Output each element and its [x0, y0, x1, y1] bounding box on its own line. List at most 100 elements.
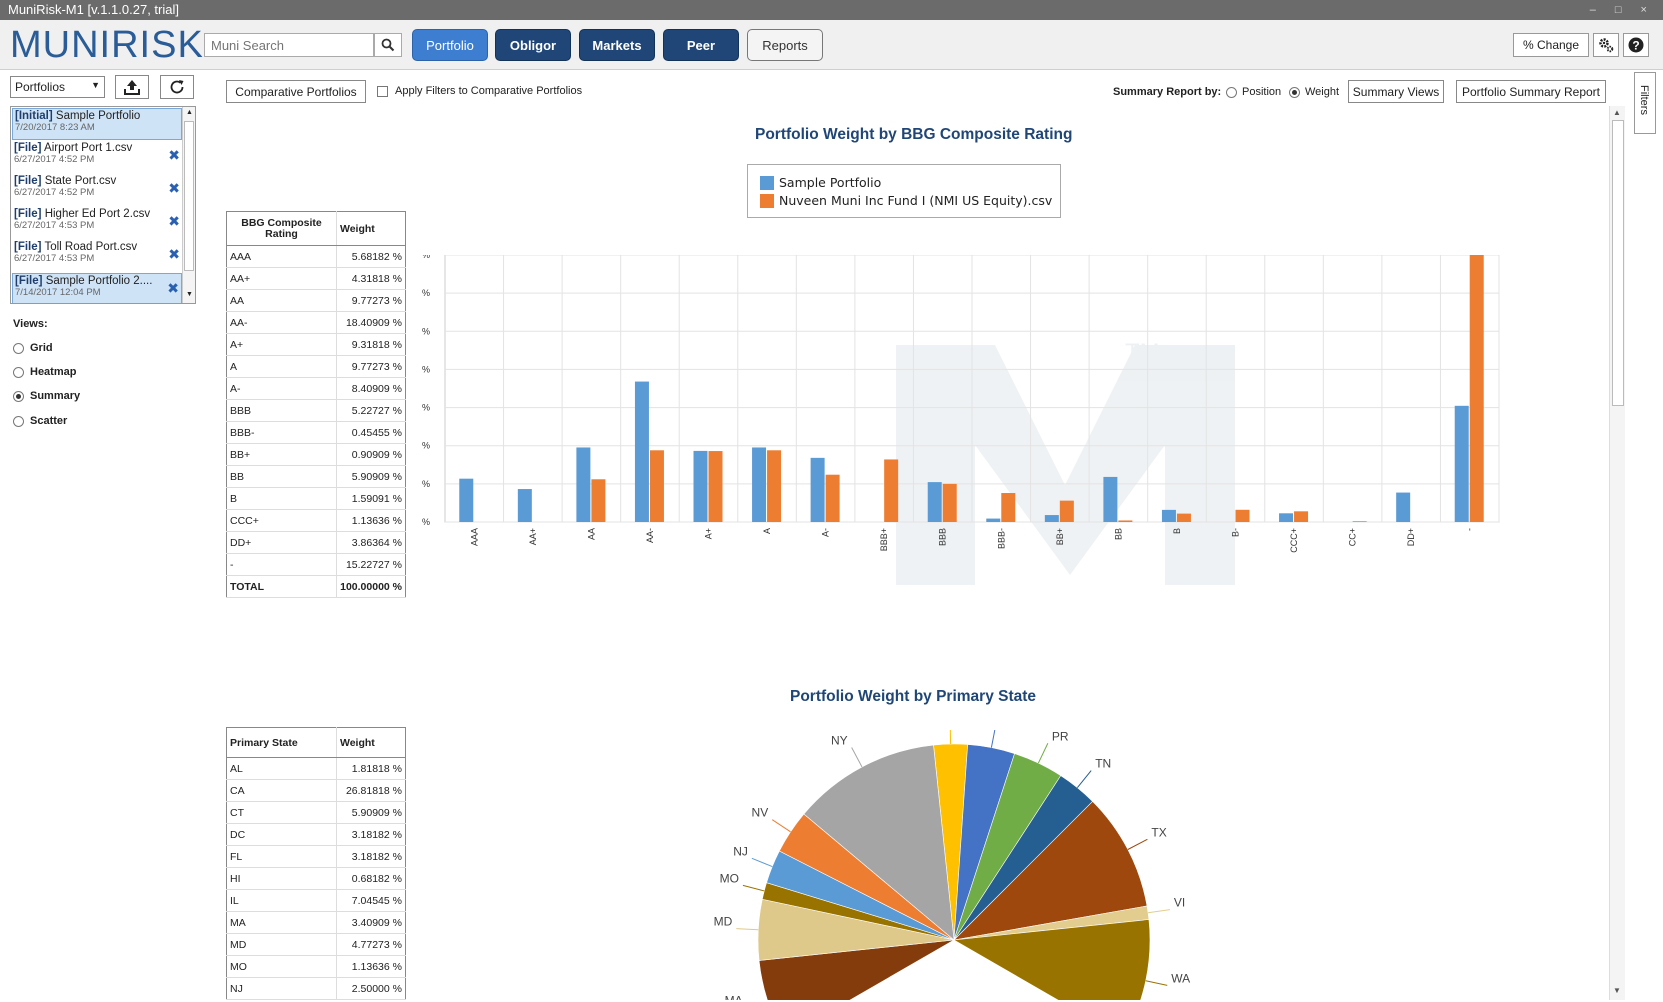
- apply-filters-checkbox[interactable]: [377, 86, 388, 97]
- table-row: HI 0.68182 %: [226, 867, 406, 890]
- muni-search-input[interactable]: [204, 33, 374, 57]
- bar-nuveen-fund[interactable]: [1059, 500, 1074, 522]
- bar-sample-portfolio[interactable]: [927, 482, 942, 522]
- remove-portfolio-icon[interactable]: ✖: [168, 246, 180, 262]
- view-heatmap-radio[interactable]: Heatmap: [13, 366, 76, 378]
- bar-nuveen-fund[interactable]: [1176, 513, 1191, 522]
- bar-sample-portfolio[interactable]: [810, 457, 825, 522]
- refresh-icon: [170, 80, 184, 94]
- bar-nuveen-fund[interactable]: [1118, 520, 1133, 522]
- bar-sample-portfolio[interactable]: [634, 381, 649, 522]
- comparative-portfolios-button[interactable]: Comparative Portfolios: [226, 80, 366, 103]
- bar-sample-portfolio[interactable]: [752, 447, 767, 522]
- bar-nuveen-fund[interactable]: [1469, 255, 1484, 522]
- views-label: Views:: [13, 318, 48, 330]
- upload-button[interactable]: [115, 75, 149, 99]
- cell-label: HI: [226, 867, 337, 890]
- scroll-thumb[interactable]: [1612, 120, 1624, 406]
- refresh-button[interactable]: [160, 75, 194, 99]
- portfolio-list: [Initial] Sample Portfolio 7/20/2017 8:2…: [10, 106, 196, 304]
- apply-filters-label: Apply Filters to Comparative Portfolios: [395, 85, 583, 97]
- portfolio-type-select[interactable]: Portfolios ▼: [10, 76, 105, 98]
- table-row: NJ 2.50000 %: [226, 977, 406, 1000]
- bar-nuveen-fund[interactable]: [1352, 521, 1367, 522]
- remove-portfolio-icon[interactable]: ✖: [168, 180, 180, 196]
- cell-label: AA: [226, 289, 337, 312]
- help-button[interactable]: ?: [1623, 33, 1649, 57]
- view-summary-radio[interactable]: Summary: [13, 390, 80, 402]
- pct-change-button[interactable]: % Change: [1513, 33, 1589, 57]
- portfolio-tag: [Initial]: [15, 110, 53, 122]
- bar-sample-portfolio[interactable]: [576, 447, 591, 522]
- cell-label: BB: [226, 465, 337, 488]
- munirisk-logo: MUNIRISKTM: [10, 24, 222, 66]
- rating-bar-chart: TM 0 %5 %10 %15 %20 %25 %30 %35 %AAAAA+A…: [420, 255, 1500, 585]
- pie-slice-ny[interactable]: [803, 744, 955, 941]
- main-scrollbar[interactable]: ▲ ▼: [1609, 106, 1625, 1000]
- portfolio-item[interactable]: [File] Airport Port 1.csv 6/27/2017 4:52…: [12, 141, 182, 173]
- view-grid-radio[interactable]: Grid: [13, 342, 53, 354]
- bar-nuveen-fund[interactable]: [591, 479, 606, 522]
- bar-nuveen-fund[interactable]: [708, 451, 723, 522]
- nav-reports-button[interactable]: Reports: [747, 29, 823, 61]
- cell-label: NJ: [226, 977, 337, 1000]
- legend-item: Sample Portfolio: [760, 175, 881, 190]
- bar-nuveen-fund[interactable]: [942, 483, 957, 522]
- bar-sample-portfolio[interactable]: [1103, 476, 1118, 522]
- summary-by-weight-radio[interactable]: Weight: [1289, 86, 1339, 98]
- scroll-thumb[interactable]: [184, 121, 194, 271]
- bar-sample-portfolio[interactable]: [1396, 492, 1411, 522]
- cell-weight: 5.22727 %: [336, 399, 406, 422]
- filters-tab[interactable]: Filters: [1634, 72, 1656, 134]
- bar-nuveen-fund[interactable]: [825, 474, 840, 522]
- cell-weight: 5.90909 %: [336, 801, 406, 824]
- portfolio-item[interactable]: [Initial] Sample Portfolio 7/20/2017 8:2…: [12, 108, 182, 140]
- bar-sample-portfolio[interactable]: [986, 518, 1001, 522]
- pie-slice-tx[interactable]: [953, 800, 1148, 941]
- summary-by-position-radio[interactable]: Position: [1226, 86, 1281, 98]
- view-scatter-radio[interactable]: Scatter: [13, 415, 67, 427]
- settings-button[interactable]: [1593, 33, 1619, 57]
- bar-nuveen-fund[interactable]: [884, 459, 899, 522]
- window-controls[interactable]: – □ ×: [1589, 4, 1655, 16]
- table-row: AA- 18.40909 %: [226, 311, 406, 334]
- nav-markets-button[interactable]: Markets: [579, 29, 655, 61]
- cell-label: A-: [226, 377, 337, 400]
- bar-nuveen-fund[interactable]: [767, 450, 782, 522]
- bar-nuveen-fund[interactable]: [1001, 493, 1016, 522]
- pie-label: NV: [752, 806, 769, 820]
- bar-sample-portfolio[interactable]: [1279, 513, 1294, 522]
- remove-portfolio-icon[interactable]: ✖: [168, 147, 180, 163]
- portfolio-list-scrollbar[interactable]: ▲ ▼: [182, 107, 195, 303]
- table-row: DC 3.18182 %: [226, 823, 406, 846]
- pie-slice-wa[interactable]: [953, 919, 1151, 1000]
- pie-leader-line: [771, 819, 791, 833]
- bar-sample-portfolio[interactable]: [517, 489, 532, 522]
- bar-sample-portfolio[interactable]: [1454, 405, 1469, 522]
- bar-nuveen-fund[interactable]: [1294, 511, 1309, 522]
- pie-label: NJ: [733, 844, 748, 858]
- portfolio-item[interactable]: [File] Higher Ed Port 2.csv 6/27/2017 4:…: [12, 207, 182, 239]
- nav-obligor-button[interactable]: Obligor: [495, 29, 571, 61]
- remove-portfolio-icon[interactable]: ✖: [168, 213, 180, 229]
- bar-sample-portfolio[interactable]: [459, 478, 474, 522]
- portfolio-item[interactable]: [File] Sample Portfolio 2.... 7/14/2017 …: [12, 273, 182, 303]
- nav-peer-button[interactable]: Peer: [663, 29, 739, 61]
- portfolio-item[interactable]: [File] State Port.csv 6/27/2017 4:52 PM …: [12, 174, 182, 206]
- portfolio-summary-report-button[interactable]: Portfolio Summary Report: [1456, 80, 1606, 103]
- bar-sample-portfolio[interactable]: [693, 450, 708, 522]
- y-tick-label: 0 %: [420, 517, 430, 527]
- pie-leader-line: [742, 884, 765, 892]
- portfolio-item[interactable]: [File] Toll Road Port.csv 6/27/2017 4:53…: [12, 240, 182, 272]
- bar-nuveen-fund[interactable]: [1235, 509, 1250, 522]
- bar-sample-portfolio[interactable]: [1161, 509, 1176, 522]
- bar-nuveen-fund[interactable]: [649, 450, 664, 522]
- remove-portfolio-icon[interactable]: ✖: [167, 280, 179, 296]
- window-title-bar: MuniRisk-M1 [v.1.1.0.27, trial] – □ ×: [0, 0, 1663, 20]
- summary-views-button[interactable]: Summary Views: [1348, 80, 1444, 103]
- search-button[interactable]: [374, 33, 402, 57]
- x-tick-label: BB: [1113, 528, 1123, 540]
- cell-weight: 26.81818 %: [336, 779, 406, 802]
- bar-sample-portfolio[interactable]: [1044, 515, 1059, 522]
- nav-portfolio-button[interactable]: Portfolio: [412, 29, 488, 61]
